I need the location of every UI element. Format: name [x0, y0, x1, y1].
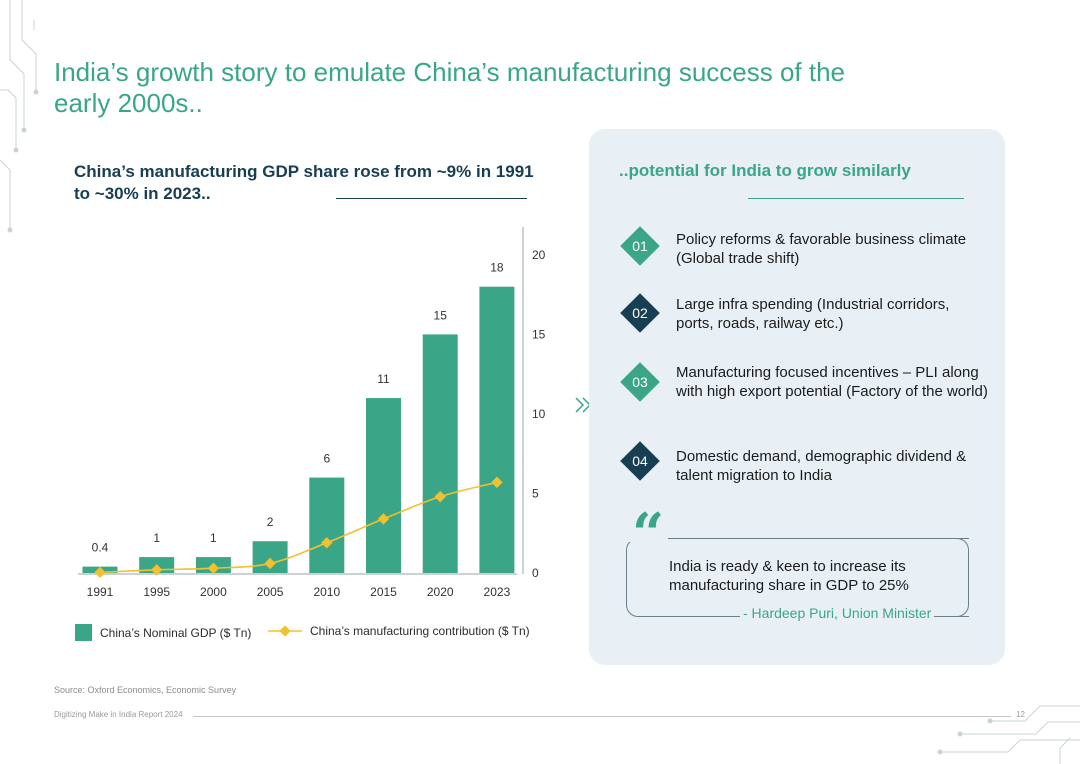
legend-label-manufacturing: China’s manufacturing contribution ($ Tn…: [310, 624, 530, 638]
data-label: 1: [210, 531, 217, 545]
bar: [309, 477, 345, 573]
quote-gap: [628, 532, 668, 542]
badge-number: 01: [632, 238, 648, 254]
x-tick-label: 2023: [484, 585, 511, 599]
badge-number: 02: [632, 305, 648, 321]
x-tick-label: 1995: [143, 585, 170, 599]
data-label: 11: [377, 372, 390, 386]
bar: [422, 334, 458, 573]
legend-item-manufacturing: China’s manufacturing contribution ($ Tn…: [268, 624, 530, 638]
chart-title: China’s manufacturing GDP share rose fro…: [74, 162, 534, 203]
badge-number: 03: [632, 374, 648, 390]
x-tick-label: 2005: [257, 585, 284, 599]
quote-author: - Hardeep Puri, Union Minister: [740, 605, 935, 621]
data-label: 2: [267, 515, 274, 529]
legend-swatch-gdp: [75, 624, 92, 641]
line-point: [264, 557, 276, 570]
chart-title-underline: [336, 198, 527, 199]
number-badge: 01: [620, 226, 660, 266]
legend-label-gdp: China’s Nominal GDP ($ Tn): [100, 625, 252, 640]
line-point: [207, 562, 220, 574]
x-tick-label: 2020: [427, 585, 454, 599]
panel-title-underline: [748, 198, 964, 199]
right-panel: [589, 129, 1005, 665]
bar: [479, 286, 515, 573]
line-point: [151, 564, 163, 576]
legend-item-gdp: China’s Nominal GDP ($ Tn): [75, 624, 251, 641]
quote-icon: “: [632, 501, 665, 567]
y-tick-label: 20: [532, 248, 546, 262]
item-text: Manufacturing focused incentives – PLI a…: [676, 364, 988, 400]
quote-text: India is ready & keen to increase its ma…: [669, 558, 909, 594]
number-badge: 04: [620, 441, 660, 481]
footer-divider: [193, 716, 1011, 717]
item-text: Domestic demand, demographic dividend & …: [676, 448, 967, 484]
data-label: 15: [434, 308, 448, 322]
x-tick-label: 1991: [87, 585, 114, 599]
report-name: Digitizing Make in India Report 2024: [54, 710, 183, 719]
number-badge: 02: [620, 293, 660, 333]
line-point: [491, 476, 503, 488]
y-tick-label: 10: [532, 407, 546, 421]
y-tick-label: 0: [532, 566, 539, 580]
item-text: Policy reforms & favorable business clim…: [676, 231, 967, 267]
line-point: [434, 491, 446, 503]
data-label: 0.4: [92, 541, 109, 555]
quote-box-right: [920, 538, 969, 617]
panel-title: ..potential for India to grow similarly: [619, 161, 911, 180]
legend-line-manufacturing: [268, 625, 302, 637]
data-label: 1: [153, 531, 160, 545]
item-text: Large infra spending (Industrial corrido…: [676, 296, 950, 332]
line-point: [94, 566, 106, 579]
page-title: India’s growth story to emulate China’s …: [54, 57, 846, 118]
data-label: 18: [490, 261, 504, 275]
page-number: 12: [1016, 710, 1025, 719]
line-point: [321, 537, 333, 549]
source-note: Source: Oxford Economics, Economic Surve…: [54, 685, 237, 695]
x-tick-label: 2015: [370, 585, 397, 599]
y-tick-label: 15: [532, 327, 546, 341]
bar: [366, 398, 401, 573]
gdp-chart: 0 5 10 15 20 0.4 1991 1 1995 1 2000 2 2005 6 2010 11 201…: [78, 227, 546, 599]
line-point: [377, 513, 390, 525]
y-tick-label: 5: [532, 486, 539, 500]
x-tick-label: 2000: [200, 585, 227, 599]
badge-number: 04: [632, 453, 648, 469]
number-badge: 03: [620, 362, 660, 402]
x-tick-label: 2010: [313, 585, 340, 599]
data-label: 6: [323, 452, 330, 466]
